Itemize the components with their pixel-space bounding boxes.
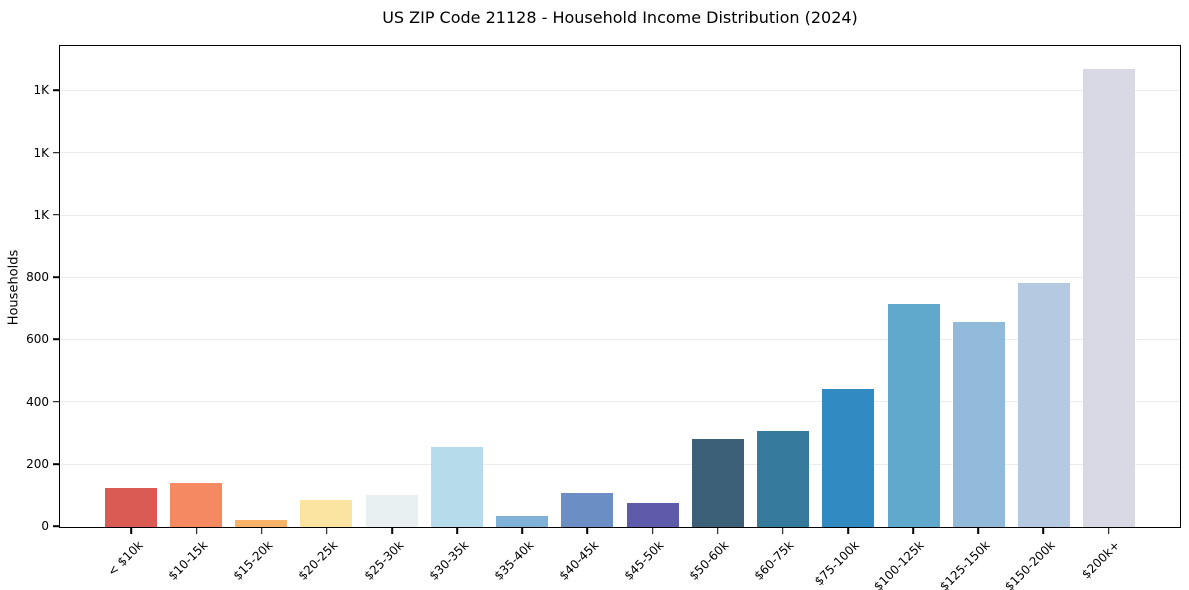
bar [952, 322, 1005, 527]
y-tick-mark [53, 89, 59, 92]
bar-slot [98, 46, 163, 527]
bar-slot [620, 46, 685, 527]
bar [1018, 283, 1071, 527]
y-tick-mark [53, 525, 59, 527]
x-tick-mark [391, 528, 393, 534]
bar-slot [163, 46, 228, 527]
bar-slot [881, 46, 946, 527]
bar-slot [229, 46, 294, 527]
bar-slot [490, 46, 555, 527]
bar-slot [816, 46, 881, 527]
x-tick-mark [977, 528, 980, 534]
y-tick-label: 400 [26, 394, 49, 409]
gridline [60, 214, 1180, 216]
gridline [60, 401, 1180, 403]
bar [496, 516, 549, 527]
x-tick-mark [521, 528, 524, 534]
bar [561, 492, 614, 527]
gridline [60, 90, 1180, 92]
x-tick-mark [847, 528, 849, 534]
bar-slot [359, 46, 424, 527]
bar [887, 303, 940, 527]
x-tick-mark [586, 528, 589, 534]
bar [822, 388, 875, 527]
y-tick-mark [53, 214, 59, 216]
y-tick-label: 1K [33, 207, 49, 222]
bar [430, 447, 483, 527]
x-tick-mark [716, 528, 719, 534]
bar-slot [424, 46, 489, 527]
x-tick-mark [1107, 528, 1110, 534]
bar-slot [555, 46, 620, 527]
y-tick-label: 0 [41, 519, 49, 534]
y-tick-label: 1K [33, 145, 49, 160]
y-tick-label: 800 [26, 270, 49, 285]
x-tick-mark [782, 528, 784, 534]
x-tick-mark [326, 528, 328, 534]
bar [691, 438, 744, 527]
bar [757, 430, 810, 527]
bar-slot [1077, 46, 1142, 527]
y-tick-mark [53, 400, 59, 403]
chart-title: US ZIP Code 21128 - Household Income Dis… [382, 8, 858, 27]
gridline [60, 463, 1180, 465]
gridline [60, 339, 1180, 341]
bars-container [60, 46, 1180, 527]
bar [104, 487, 157, 527]
bar [626, 502, 679, 527]
bar [1083, 68, 1136, 527]
plot-area [59, 45, 1181, 528]
gridlines-layer [60, 46, 1180, 527]
y-tick-label: 200 [26, 456, 49, 471]
x-tick-mark [130, 528, 133, 534]
y-tick-mark [53, 338, 59, 341]
x-tick-mark [1042, 528, 1045, 534]
bar [169, 483, 222, 527]
y-tick-mark [53, 463, 59, 465]
bar [365, 494, 418, 527]
bar-slot [685, 46, 750, 527]
gridline [60, 152, 1180, 154]
bar-slot [1012, 46, 1077, 527]
x-tick-mark [260, 528, 263, 534]
bar [235, 519, 288, 527]
bar-slot [946, 46, 1011, 527]
y-axis-label: Households [6, 249, 22, 326]
bar-slot [294, 46, 359, 527]
bar [300, 500, 353, 527]
x-tick-mark [912, 528, 914, 534]
y-tick-mark [53, 151, 59, 154]
x-tick-mark [456, 528, 458, 534]
x-tick-mark [651, 528, 654, 534]
gridline [60, 276, 1180, 278]
x-tick-mark [195, 528, 198, 534]
y-tick-mark [53, 276, 59, 278]
y-tick-label: 1K [33, 83, 49, 98]
bar-slot [751, 46, 816, 527]
y-tick-label: 600 [26, 332, 49, 347]
